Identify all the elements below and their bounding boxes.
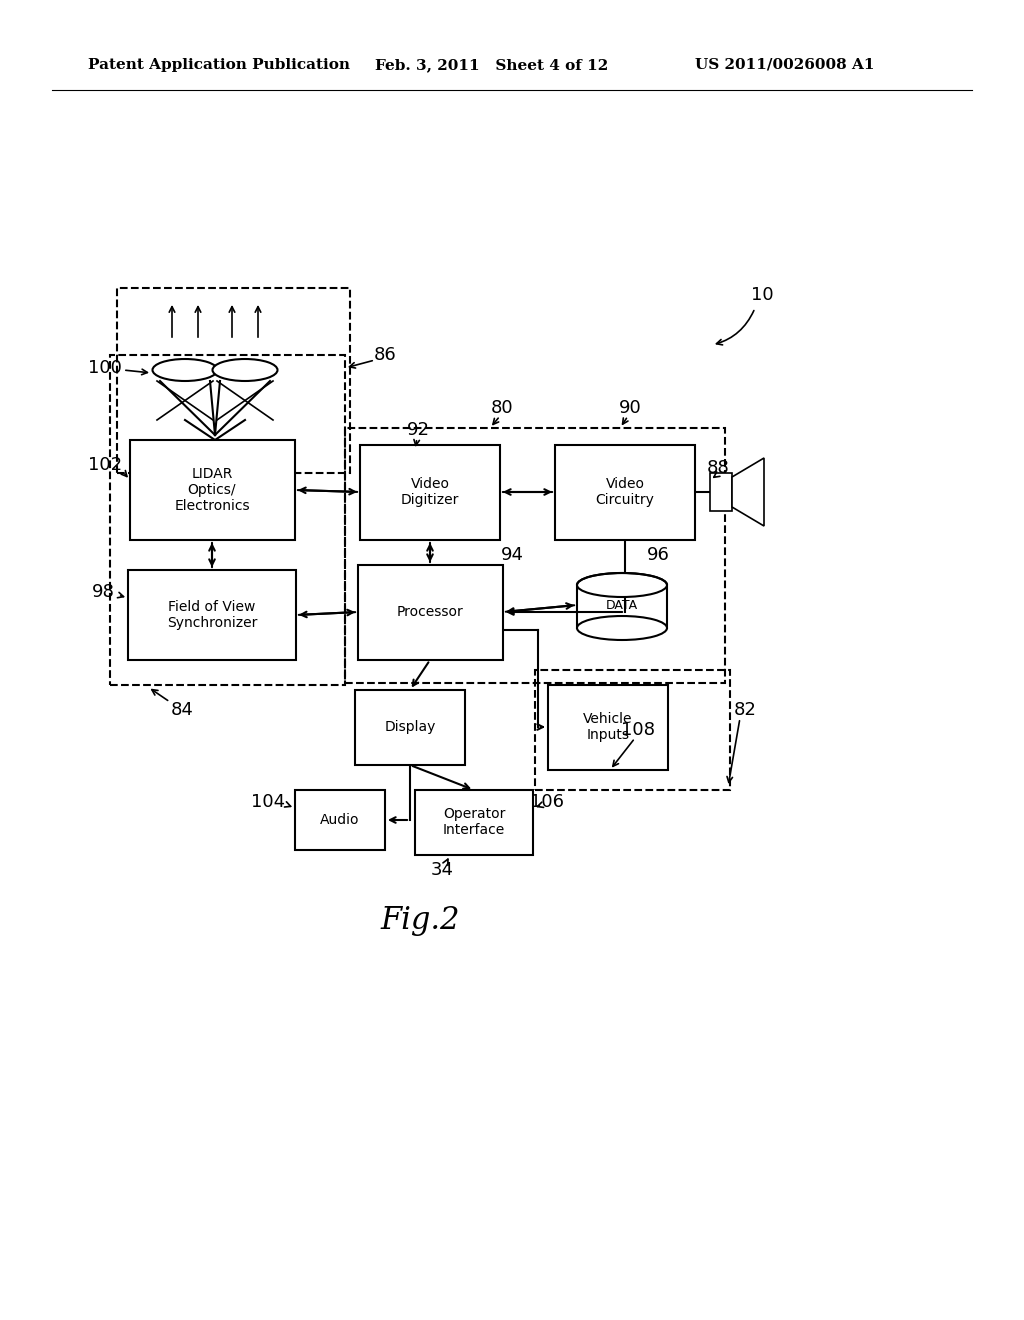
Text: Vehicle
Inputs: Vehicle Inputs — [584, 711, 633, 742]
Text: Patent Application Publication: Patent Application Publication — [88, 58, 350, 73]
Bar — [117, 288, 350, 473]
Bar — [128, 570, 296, 660]
Bar — [355, 690, 465, 766]
Bar — [295, 789, 385, 850]
Text: 106: 106 — [530, 793, 564, 810]
Text: 96: 96 — [646, 546, 670, 564]
Text: Fig.2: Fig.2 — [380, 904, 460, 936]
Text: Video
Circuitry: Video Circuitry — [596, 477, 654, 507]
Text: 104: 104 — [251, 793, 285, 810]
Text: 102: 102 — [88, 455, 122, 474]
Text: Processor: Processor — [396, 605, 464, 619]
Ellipse shape — [577, 616, 667, 640]
Ellipse shape — [153, 359, 217, 381]
Bar — [358, 565, 503, 660]
Text: 84: 84 — [171, 701, 194, 719]
Bar — [415, 789, 534, 855]
Text: 90: 90 — [618, 399, 641, 417]
Text: 100: 100 — [88, 359, 122, 378]
Bar — [360, 445, 500, 540]
Text: Operator
Interface: Operator Interface — [442, 807, 505, 837]
Text: 98: 98 — [91, 583, 115, 601]
Bar — [130, 440, 295, 540]
Text: DATA: DATA — [606, 599, 638, 612]
Text: Display: Display — [384, 719, 435, 734]
Text: Video
Digitizer: Video Digitizer — [400, 477, 459, 507]
Text: 94: 94 — [501, 546, 523, 564]
Text: 92: 92 — [407, 421, 429, 440]
Text: 88: 88 — [707, 459, 729, 477]
Ellipse shape — [577, 573, 667, 597]
Bar — [345, 428, 725, 682]
Text: 82: 82 — [733, 701, 757, 719]
Bar — [577, 573, 667, 585]
Text: Feb. 3, 2011   Sheet 4 of 12: Feb. 3, 2011 Sheet 4 of 12 — [375, 58, 608, 73]
Text: LIDAR
Optics/
Electronics: LIDAR Optics/ Electronics — [174, 467, 250, 513]
Text: US 2011/0026008 A1: US 2011/0026008 A1 — [695, 58, 874, 73]
Text: 108: 108 — [621, 721, 655, 739]
Polygon shape — [732, 458, 764, 525]
Ellipse shape — [213, 359, 278, 381]
Text: 10: 10 — [751, 286, 773, 304]
Bar — [555, 445, 695, 540]
Text: 80: 80 — [490, 399, 513, 417]
Text: Audio: Audio — [321, 813, 359, 828]
Bar — [110, 355, 345, 685]
Bar — [535, 671, 730, 789]
Bar — [710, 473, 732, 511]
Text: 86: 86 — [374, 346, 396, 364]
Text: 34: 34 — [430, 861, 454, 879]
Text: Field of View
Synchronizer: Field of View Synchronizer — [167, 599, 257, 630]
Bar — [548, 685, 668, 770]
